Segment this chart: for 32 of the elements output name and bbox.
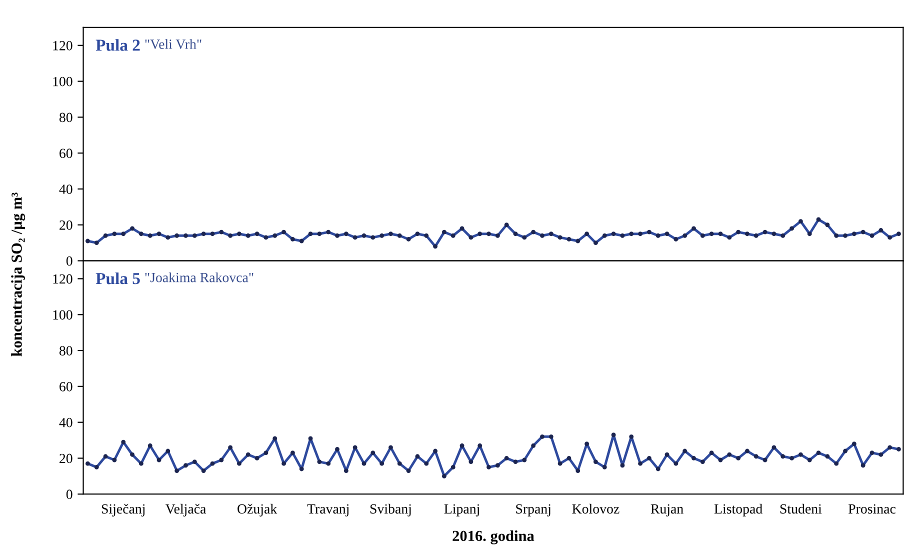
y-tick-label: 120	[53, 40, 72, 50]
x-tick-label: Siječanj	[102, 504, 145, 516]
x-tick-label: Veljača	[165, 504, 206, 516]
x-tick-label: Svibanj	[370, 504, 411, 516]
x-tick-label: Srpanj	[516, 504, 550, 516]
x-tick-label: Lipanj	[444, 504, 479, 516]
text: "Veli Vrh"	[145, 39, 202, 49]
x-tick-label: Studeni	[780, 504, 822, 514]
x-tick-label: Ožujak	[238, 504, 278, 516]
y-tick-label: 60	[60, 382, 72, 392]
y-tick-label: 60	[60, 148, 72, 158]
y-tick-label: 80	[59, 112, 72, 122]
x-tick-label: Prosinac	[848, 504, 896, 514]
y-tick-label: 20	[60, 220, 72, 230]
x-tick-label: Listopad	[714, 504, 762, 516]
y-tick-label: 80	[59, 346, 72, 356]
text: Pula 5	[96, 272, 140, 284]
y-tick-label: 20	[60, 454, 72, 464]
y-tick-label: 0	[66, 490, 72, 500]
x-axis-title: 2016. godina	[452, 530, 534, 544]
y-tick-label: 40	[59, 418, 72, 428]
y-tick-label: 40	[59, 184, 72, 194]
y-axis-title: koncentracija SO₂ /µg m³	[11, 192, 26, 356]
y-tick-label: 0	[66, 256, 72, 266]
y-tick-label: 120	[53, 274, 72, 284]
x-tick-label: Rujan	[650, 504, 684, 516]
x-tick-label: Travanj	[307, 504, 349, 516]
text: Pula 2	[96, 39, 140, 51]
y-tick-label: 100	[53, 76, 72, 86]
x-tick-label: Kolovoz	[572, 504, 620, 514]
text: "Joakima Rakovca"	[145, 272, 254, 282]
y-tick-label: 100	[53, 310, 72, 320]
